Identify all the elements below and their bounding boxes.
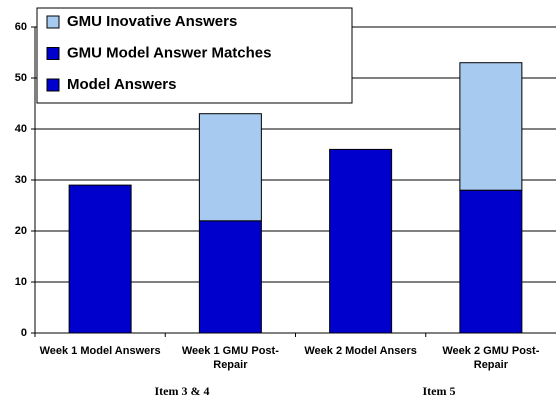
- legend-swatch: [46, 15, 60, 29]
- bar-segment: [198, 113, 262, 222]
- legend-label: GMU Model Answer Matches: [67, 44, 271, 61]
- x-tick-label: Week 2 GMU Post-Repair: [442, 345, 540, 371]
- y-tick-label: 60: [15, 21, 27, 33]
- y-tick-label: 0: [21, 327, 27, 339]
- bar-segment: [459, 62, 523, 191]
- legend-label: Model Answers: [67, 76, 176, 93]
- y-tick-label: 10: [15, 276, 27, 288]
- group-label: Item 3 & 4: [154, 384, 210, 398]
- y-tick-label: 30: [15, 174, 27, 186]
- group-label: Item 5: [422, 384, 456, 398]
- x-tick-label: Week 1 GMU Post-Repair: [181, 345, 279, 371]
- y-tick-label: 50: [15, 72, 27, 84]
- bar-segment: [459, 189, 523, 334]
- legend-swatch: [46, 78, 60, 92]
- legend-swatch: [46, 47, 60, 60]
- x-tick-label: Week 1 Model Answers: [39, 345, 161, 357]
- x-tick-label: Week 2 Model Ansers: [304, 345, 417, 357]
- bar-segment: [329, 148, 393, 334]
- bar-segment: [68, 184, 132, 334]
- y-tick-label: 20: [15, 225, 27, 237]
- legend-box: [36, 7, 353, 104]
- legend-label: GMU Inovative Answers: [67, 13, 237, 30]
- y-tick-label: 40: [15, 123, 27, 135]
- bar-segment: [198, 220, 262, 334]
